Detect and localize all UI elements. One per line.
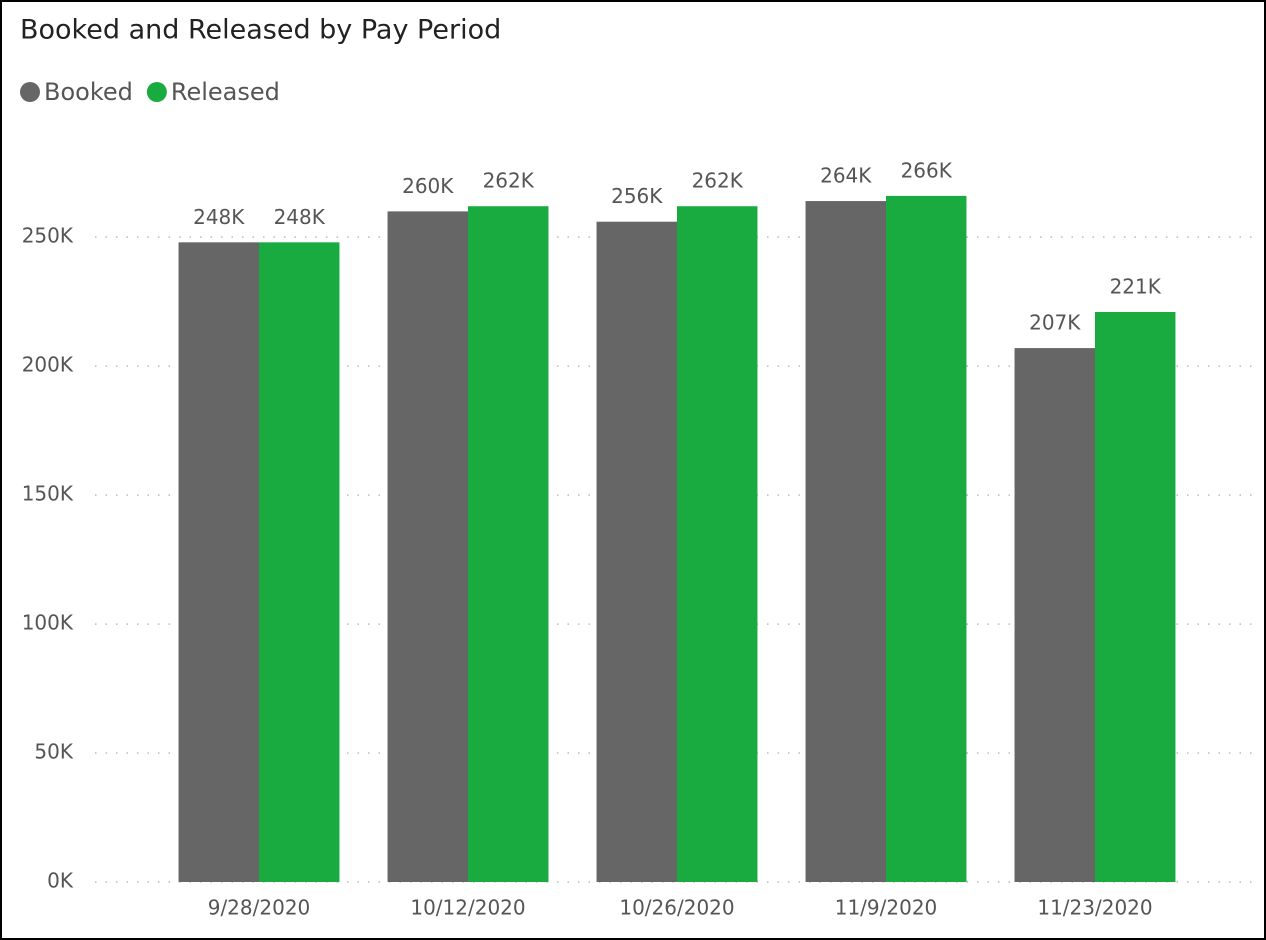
data-label: 262K	[483, 169, 535, 193]
data-label: 248K	[193, 205, 245, 229]
bar	[468, 206, 549, 882]
x-tick-label: 10/12/2020	[410, 896, 525, 920]
y-tick-label: 50K	[34, 740, 73, 764]
y-tick-label: 200K	[22, 353, 74, 377]
bar	[805, 201, 886, 882]
y-tick-label: 100K	[22, 611, 74, 635]
bar	[1014, 348, 1095, 882]
bar	[1095, 311, 1176, 882]
x-tick-label: 10/26/2020	[619, 896, 734, 920]
bar	[178, 242, 259, 882]
data-label: 260K	[402, 174, 454, 198]
data-label: 262K	[692, 169, 744, 193]
y-tick-label: 150K	[22, 482, 74, 506]
bar	[259, 242, 340, 882]
bar	[387, 211, 468, 883]
chart-title: Booked and Released by Pay Period	[20, 15, 501, 46]
legend-label: Released	[171, 78, 280, 106]
bar	[596, 221, 677, 883]
data-label: 221K	[1110, 274, 1162, 298]
data-label: 264K	[820, 164, 872, 188]
legend-marker	[20, 82, 40, 102]
bar	[886, 195, 967, 882]
x-tick-label: 9/28/2020	[208, 896, 311, 920]
legend-marker	[146, 82, 167, 102]
data-label: 256K	[611, 184, 663, 208]
data-label: 266K	[901, 158, 953, 182]
y-tick-label: 0K	[47, 869, 74, 893]
bar	[677, 206, 758, 882]
data-label: 207K	[1029, 311, 1081, 335]
x-tick-label: 11/9/2020	[835, 896, 938, 920]
legend-label: Booked	[44, 78, 133, 106]
x-tick-label: 11/23/2020	[1037, 896, 1152, 920]
y-tick-label: 250K	[22, 224, 74, 248]
data-label: 248K	[274, 205, 326, 229]
